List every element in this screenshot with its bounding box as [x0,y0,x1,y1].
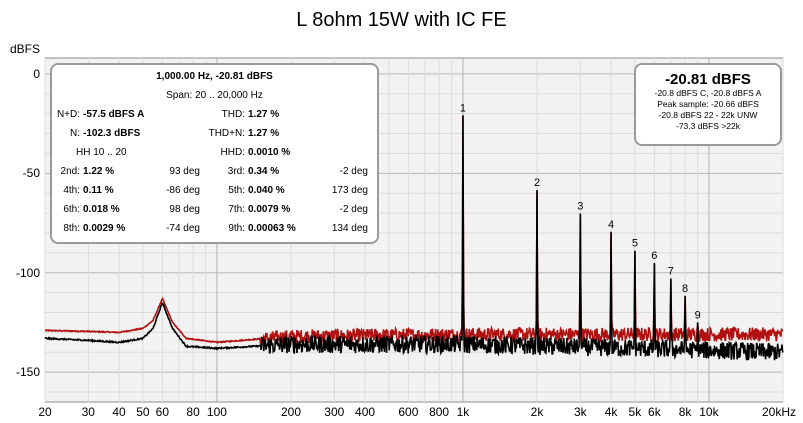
y-tick-label: -50 [22,166,40,181]
hhd-value: 0.0010 % [248,147,291,158]
harmonic-phase: 173 deg [331,185,368,196]
x-tick-label: 1k [456,405,470,419]
x-tick-label: 600 [398,405,419,419]
hh-range-label: HH 10 .. 20 [76,147,127,158]
harmonic-marker-label: 1 [460,102,466,114]
harmonic-phase: 93 deg [169,166,200,177]
series-line-black [44,115,784,361]
harmonic-value: 0.34 % [248,166,280,177]
y-axis-label: dBFS [10,42,41,56]
x-tick-label: 80 [186,405,200,419]
harmonic-phase: 98 deg [169,204,200,215]
x-tick-label: 50 [136,405,150,419]
x-tick-label: 800 [429,405,450,419]
harmonic-label: 7th: [228,204,245,215]
info-span: Span: 20 .. 20,000 Hz [166,90,263,101]
distortion-info-panel[interactable]: 1,000.00 Hz, -20.81 dBFS Span: 20 .. 20,… [50,63,379,244]
harmonic-marker-label: 2 [534,177,540,189]
nd-value: -57.5 dBFS A [83,109,145,120]
harmonic-label: 9th: [228,223,245,234]
n-value: -102.3 dBFS [83,128,141,139]
x-tick-label: 100 [206,405,227,419]
harmonic-label: 3rd: [227,166,245,177]
harmonic-marker-label: 8 [682,283,688,295]
x-tick-label: 40 [112,405,126,419]
peak-above-22k: -73.3 dBFS >22k [675,121,741,131]
harmonic-value: 0.0029 % [83,223,126,234]
y-tick-label: 0 [33,66,40,81]
peak-unweighted: -20.8 dBFS 22 - 22k UNW [658,110,758,120]
harmonic-value: 0.040 % [248,185,285,196]
harmonic-label: 6th: [63,204,80,215]
harmonic-marker-label: 6 [651,250,657,262]
harmonic-marker-label: 3 [577,200,583,212]
thdn-value: 1.27 % [248,128,280,139]
harmonic-value: 0.11 % [83,185,114,196]
thd-label: THD: [221,109,245,120]
x-tick-label: 3k [573,405,587,419]
peak-weighted-levels: -20.8 dBFS C, -20.8 dBFS A [654,88,762,98]
harmonic-marker-label: 4 [608,219,614,231]
chart-title: L 8ohm 15W with IC FE [296,9,507,31]
harmonic-phase: -74 deg [166,223,200,234]
harmonic-label: 8th: [63,223,80,234]
x-tick-label: 20kHz [761,405,796,419]
n-label: N: [70,128,80,139]
x-tick-label: 30 [81,405,95,419]
harmonic-marker-label: 7 [668,266,674,278]
x-tick-label: 200 [280,405,302,419]
peak-level-panel[interactable]: -20.81 dBFS -20.8 dBFS C, -20.8 dBFS A P… [634,63,782,146]
y-tick-label: -100 [15,265,40,280]
x-tick-label: 60 [155,405,170,419]
x-tick-label: 10k [699,405,719,419]
x-tick-label: 5k [628,405,642,419]
hhd-label: HHD: [220,147,245,158]
thdn-label: THD+N: [208,128,245,139]
harmonic-value: 0.018 % [83,204,120,215]
harmonic-label: 5th: [228,185,245,196]
info-frequency-level: 1,000.00 Hz, -20.81 dBFS [156,71,273,82]
x-tick-label: 6k [648,405,661,419]
x-tick-label: 300 [324,405,345,419]
x-tick-label: 20 [38,405,52,419]
x-tick-label: 4k [604,405,618,419]
x-tick-label: 8k [678,405,692,419]
harmonic-marker-label: 9 [695,309,701,321]
harmonic-marker-label: 5 [632,238,638,250]
harmonic-phase: 134 deg [331,223,368,234]
x-tick-label: 2k [530,405,544,419]
harmonic-label: 4th: [63,185,80,196]
peak-sample: Peak sample: -20.66 dBFS [657,99,759,109]
peak-value: -20.81 dBFS [665,71,751,88]
thd-value: 1.27 % [248,109,280,120]
harmonic-value: 0.0079 % [248,204,291,215]
harmonic-label: 2nd: [60,166,80,177]
y-tick-label: -150 [15,365,40,380]
nd-label: N+D: [56,109,80,120]
harmonic-value: 0.00063 % [248,223,296,234]
harmonic-value: 1.22 % [83,166,115,177]
x-tick-label: 400 [355,405,376,419]
harmonic-phase: -86 deg [166,185,200,196]
harmonic-phase: -2 deg [339,166,368,177]
harmonic-phase: -2 deg [339,204,368,215]
